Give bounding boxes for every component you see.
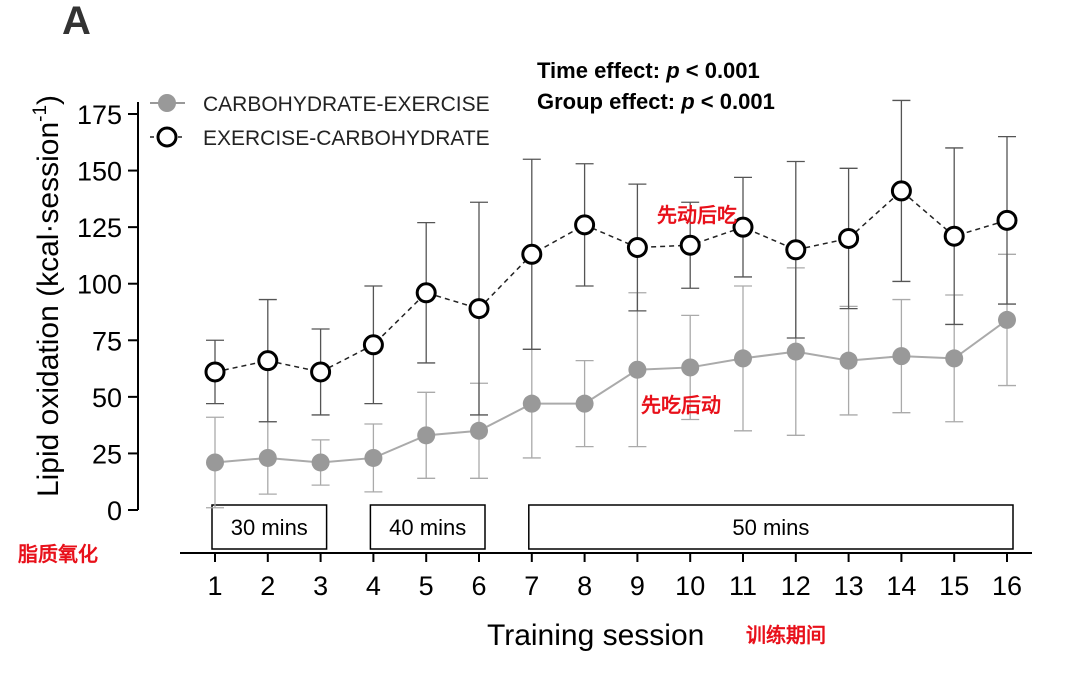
y-tick-label: 0	[107, 496, 122, 526]
x-tick-label: 2	[260, 571, 275, 601]
x-tick-label: 16	[992, 571, 1022, 601]
x-tick-label: 3	[313, 571, 328, 601]
data-point	[681, 358, 700, 377]
duration-boxes: 30 mins 40 mins 50 mins	[211, 504, 1014, 550]
data-point	[415, 282, 437, 304]
duration-box-label: 50 mins	[732, 515, 809, 540]
x-tick-label: 15	[939, 571, 969, 601]
y-axis-label: Lipid oxidation (kcal·session-1)	[30, 95, 65, 497]
data-point	[943, 225, 965, 247]
data-point	[362, 334, 384, 356]
series-exercise-carbohydrate	[204, 99, 1018, 423]
duration-box	[211, 504, 328, 550]
data-point	[575, 394, 594, 413]
legend: CARBOHYDRATE-EXERCISE EXERCISE-CARBOHYDR…	[150, 93, 490, 150]
series-carbohydrate-exercise	[206, 253, 1016, 509]
duration-box	[528, 504, 1014, 550]
x-tick-label: 5	[419, 571, 434, 601]
x-tick-label: 6	[471, 571, 486, 601]
data-point	[786, 342, 805, 361]
duration-box-label: 30 mins	[231, 515, 308, 540]
y-axis-cn-note: 脂质氧化	[18, 542, 98, 566]
y-tick-label: 75	[92, 326, 122, 356]
x-tick-label: 9	[630, 571, 645, 601]
y-tick-label: 125	[77, 213, 122, 243]
legend-marker-ex-carb	[156, 126, 178, 148]
upper-series-cn-note: 先动后吃	[657, 203, 737, 227]
legend-label-ex-carb: EXERCISE-CARBOHYDRATE	[203, 127, 490, 150]
data-point	[626, 237, 648, 259]
data-point	[890, 180, 912, 202]
data-point	[470, 421, 488, 440]
data-point	[892, 347, 911, 366]
duration-box-label: 40 mins	[389, 515, 466, 540]
duration-box	[369, 504, 486, 550]
data-point	[996, 209, 1018, 231]
data-point	[206, 453, 224, 472]
x-axis-cn-note: 训练期间	[746, 623, 826, 647]
data-point	[734, 349, 752, 368]
data-point	[257, 350, 279, 372]
data-point	[468, 298, 490, 320]
data-point	[574, 214, 596, 236]
data-point	[521, 243, 543, 265]
data-point	[417, 426, 436, 445]
x-ticks: 1 2 3 4 5 6 7 8 9 10 11 12 13 14 15 16	[207, 553, 1022, 601]
lower-series-cn-note: 先吃后动	[641, 393, 721, 417]
y-tick-label: 25	[92, 439, 122, 469]
x-tick-label: 10	[675, 571, 705, 601]
x-tick-label: 11	[729, 571, 757, 601]
data-point	[945, 349, 964, 368]
data-point	[839, 351, 858, 370]
data-point	[522, 394, 541, 413]
x-tick-label: 13	[834, 571, 864, 601]
series-line	[214, 189, 1008, 373]
series-layer	[204, 99, 1018, 509]
data-point	[998, 310, 1016, 329]
y-ticks: 0 25 50 75 100 125 150 175	[77, 100, 138, 526]
data-point	[311, 453, 330, 472]
x-tick-label: 14	[886, 571, 916, 601]
x-tick-label: 8	[577, 571, 592, 601]
data-point	[258, 448, 277, 467]
data-point	[310, 361, 332, 383]
y-tick-label: 100	[77, 270, 122, 300]
data-point	[785, 239, 807, 261]
y-tick-label: 50	[92, 383, 122, 413]
x-tick-label: 12	[781, 571, 811, 601]
data-point	[364, 448, 383, 467]
data-point	[204, 361, 226, 383]
x-tick-label: 4	[366, 571, 381, 601]
time-effect-text: Time effect: p < 0.001	[537, 58, 760, 83]
legend-label-carb-ex: CARBOHYDRATE-EXERCISE	[203, 93, 490, 116]
data-point	[628, 360, 647, 379]
x-tick-label: 7	[524, 571, 539, 601]
data-point	[838, 227, 860, 249]
panel-letter: A	[62, 0, 91, 43]
data-point	[679, 234, 701, 256]
x-tick-label: 1	[207, 571, 222, 601]
group-effect-text: Group effect: p < 0.001	[537, 89, 775, 114]
data-point	[732, 216, 754, 238]
y-tick-label: 150	[77, 157, 122, 187]
y-tick-label: 175	[77, 100, 122, 130]
x-axis-label: Training session	[487, 619, 704, 652]
legend-marker-carb-ex	[158, 94, 176, 112]
series-line	[214, 319, 1008, 464]
